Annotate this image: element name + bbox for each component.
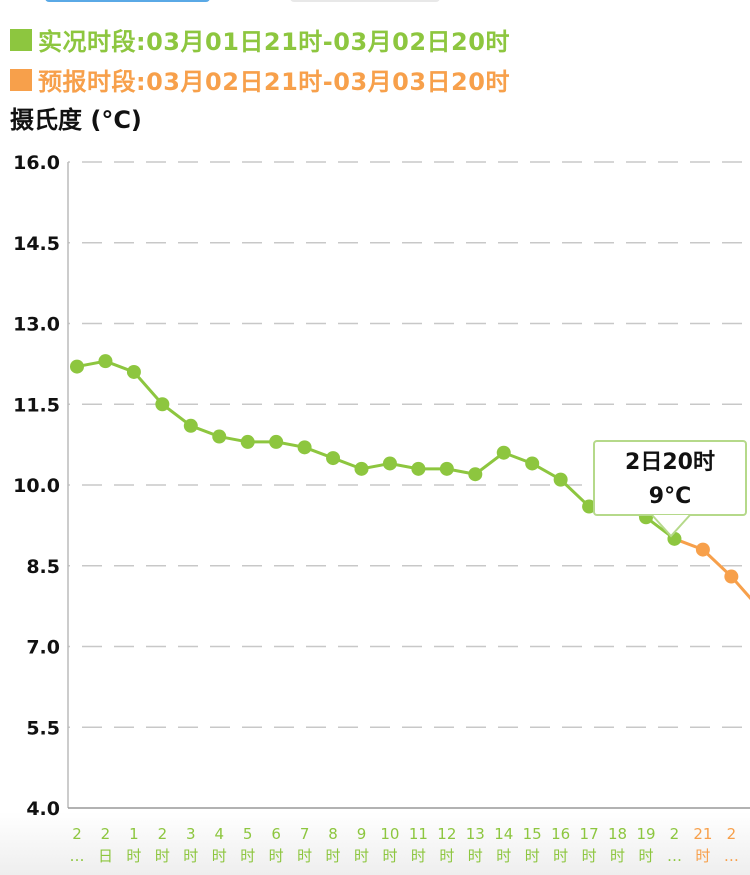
x-tick-label: 时 <box>297 847 312 865</box>
x-tick-label: 14 <box>494 825 513 843</box>
observed-data-point <box>439 461 454 476</box>
x-tick-label: 时 <box>610 847 625 865</box>
x-tick-label: 7 <box>300 825 310 843</box>
x-tick-label: 2 <box>72 825 82 843</box>
x-tick-label: 时 <box>695 847 710 865</box>
y-tick-label: 13.0 <box>13 314 60 336</box>
forecast-data-point <box>695 542 710 557</box>
y-tick-label: 4.0 <box>26 798 60 820</box>
observed-data-point <box>525 456 540 471</box>
chart-tooltip: 2日20时 9°C <box>593 440 747 516</box>
x-tick-label: 时 <box>326 847 341 865</box>
y-tick-label: 14.5 <box>13 233 60 255</box>
legend-forecast: 预报时段:03月02日21时-03月03日20时 <box>10 62 510 97</box>
observed-data-point <box>297 440 312 455</box>
x-tick-label: 18 <box>608 825 627 843</box>
x-tick-label: 时 <box>269 847 284 865</box>
observed-data-point <box>553 472 568 487</box>
observed-data-point <box>126 364 141 379</box>
x-tick-label: 时 <box>155 847 170 865</box>
x-tick-label: 2 <box>670 825 680 843</box>
y-axis-title: 摄氏度 (°C) <box>10 106 142 134</box>
observed-data-point <box>667 531 682 546</box>
x-tick-label: 9 <box>357 825 367 843</box>
observed-data-point <box>155 397 170 412</box>
legend-forecast-label: 预报时段:03月02日21时-03月03日20时 <box>38 68 510 96</box>
x-tick-label: … <box>724 847 739 865</box>
x-tick-label: 日 <box>98 847 113 865</box>
x-tick-label: 15 <box>523 825 542 843</box>
tooltip-time: 2日20时 <box>625 450 715 475</box>
x-tick-label: 8 <box>328 825 338 843</box>
x-tick-label: 17 <box>580 825 599 843</box>
observed-color-swatch <box>10 28 32 51</box>
x-tick-label: 时 <box>240 847 255 865</box>
x-tick-label: 16 <box>551 825 570 843</box>
legend-observed: 实况时段:03月01日21时-03月02日20时 <box>10 22 510 57</box>
legend-observed-label: 实况时段:03月01日21时-03月02日20时 <box>38 28 510 56</box>
x-tick-label: 时 <box>468 847 483 865</box>
observed-data-point <box>326 451 341 466</box>
y-tick-label: 11.5 <box>13 394 60 416</box>
x-tick-label: 6 <box>271 825 281 843</box>
x-axis-background <box>0 812 750 875</box>
observed-data-point <box>212 429 227 444</box>
x-tick-label: 时 <box>354 847 369 865</box>
x-tick-label: 时 <box>582 847 597 865</box>
x-tick-label: 19 <box>636 825 655 843</box>
observed-data-point <box>411 461 426 476</box>
x-tick-label: … <box>70 847 85 865</box>
observed-data-point <box>354 461 369 476</box>
x-tick-label: 2 <box>101 825 111 843</box>
observed-data-point <box>582 499 597 514</box>
x-tick-label: 时 <box>411 847 426 865</box>
x-tick-label: 时 <box>638 847 653 865</box>
x-tick-label: 2 <box>727 825 737 843</box>
x-tick-label: 1 <box>129 825 139 843</box>
y-tick-label: 10.0 <box>13 475 60 497</box>
forecast-series-line <box>673 537 750 600</box>
observed-series-line <box>76 359 676 541</box>
x-tick-label: 时 <box>496 847 511 865</box>
y-tick-label: 8.5 <box>26 556 60 578</box>
y-tick-label: 5.5 <box>26 717 60 739</box>
y-tick-label: 7.0 <box>26 637 60 659</box>
x-tick-label: 时 <box>212 847 227 865</box>
x-tick-label: 11 <box>409 825 428 843</box>
x-tick-label: 12 <box>437 825 456 843</box>
observed-data-point <box>468 467 483 482</box>
forecast-data-point <box>724 569 739 584</box>
x-tick-label: 4 <box>214 825 224 843</box>
x-tick-label: 时 <box>382 847 397 865</box>
x-tick-label: 13 <box>466 825 485 843</box>
forecast-color-swatch <box>10 68 32 91</box>
x-tick-label: 时 <box>183 847 198 865</box>
x-tick-label: 5 <box>243 825 253 843</box>
observed-data-point <box>496 445 511 460</box>
observed-data-point <box>183 418 198 433</box>
observed-data-point <box>382 456 397 471</box>
observed-data-point <box>70 359 84 374</box>
y-tick-label: 16.0 <box>13 152 60 174</box>
x-tick-label: 10 <box>380 825 399 843</box>
top-tab-right[interactable] <box>290 0 440 2</box>
observed-data-point <box>98 354 113 369</box>
observed-data-point <box>240 434 255 449</box>
top-tab-left[interactable] <box>45 0 210 2</box>
x-tick-label: 时 <box>553 847 568 865</box>
tooltip-value: 9°C <box>648 484 692 509</box>
x-tick-label: 3 <box>186 825 196 843</box>
x-tick-label: 21 <box>693 825 712 843</box>
observed-data-point <box>269 434 284 449</box>
x-tick-label: 时 <box>525 847 540 865</box>
x-tick-label: … <box>667 847 682 865</box>
x-tick-label: 时 <box>439 847 454 865</box>
x-tick-label: 2 <box>158 825 168 843</box>
x-tick-label: 时 <box>126 847 141 865</box>
